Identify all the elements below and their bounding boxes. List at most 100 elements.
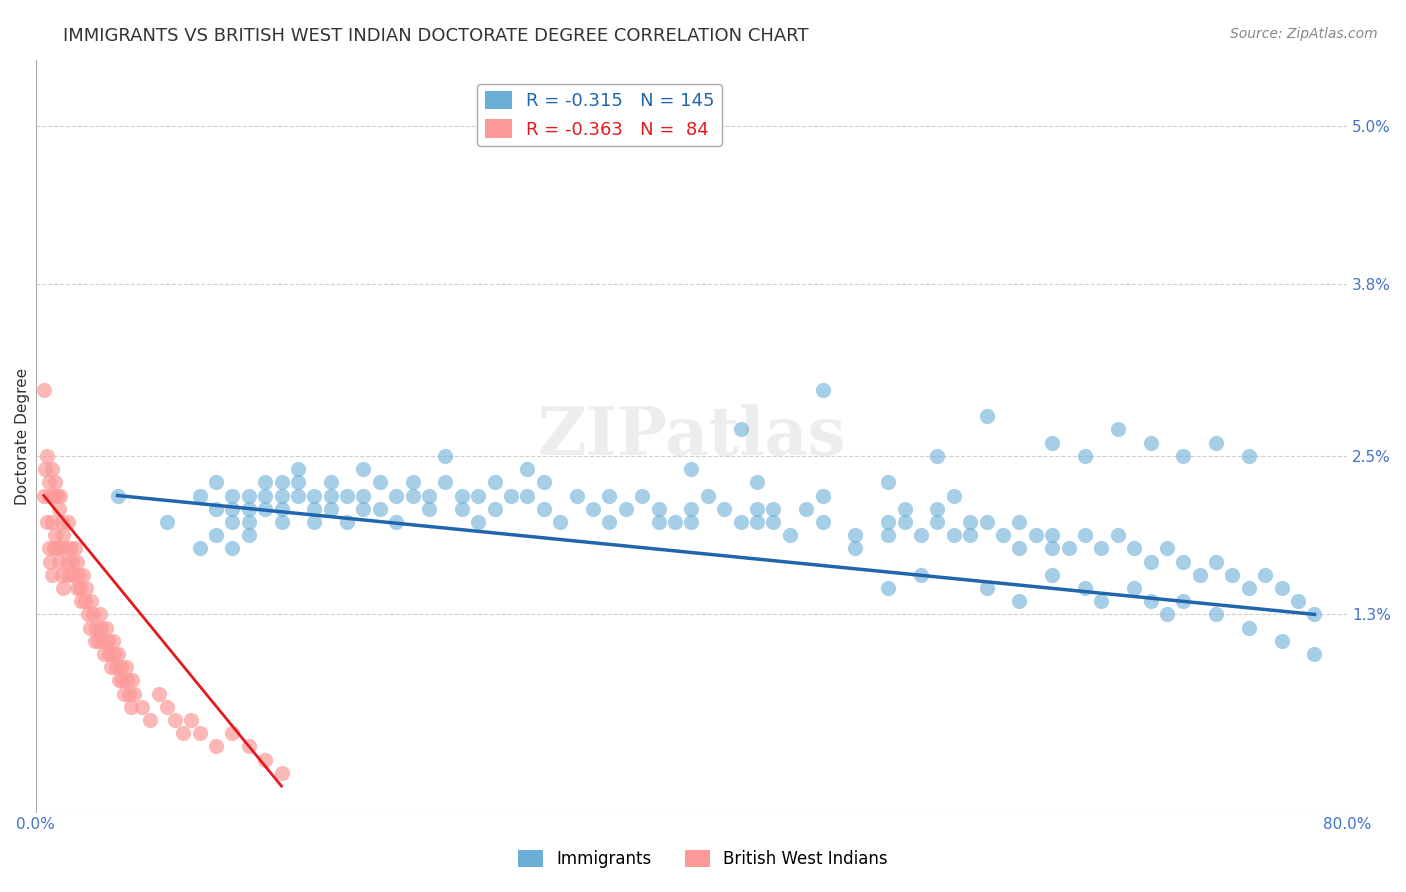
Point — [1107, 528, 1129, 542]
Point — [598, 515, 620, 529]
Point — [319, 475, 342, 490]
Point — [112, 687, 135, 701]
Point — [62, 567, 84, 582]
Point — [1040, 528, 1063, 542]
Point — [484, 475, 506, 490]
Point — [1025, 528, 1047, 542]
Point — [1040, 541, 1063, 556]
Point — [794, 501, 817, 516]
Point — [353, 489, 375, 503]
Point — [959, 528, 981, 542]
Point — [762, 501, 785, 516]
Point — [681, 462, 703, 476]
Point — [336, 515, 359, 529]
Point — [221, 489, 243, 503]
Point — [484, 501, 506, 516]
Point — [270, 489, 292, 503]
Point — [221, 515, 243, 529]
Point — [188, 726, 211, 740]
Point — [79, 621, 101, 635]
Point — [131, 699, 153, 714]
Point — [110, 660, 132, 674]
Point — [1303, 647, 1326, 661]
Point — [1040, 435, 1063, 450]
Point — [319, 489, 342, 503]
Point — [72, 567, 94, 582]
Point — [647, 515, 669, 529]
Point — [942, 489, 965, 503]
Point — [877, 475, 900, 490]
Point — [385, 515, 408, 529]
Point — [103, 647, 125, 661]
Point — [60, 555, 83, 569]
Point — [238, 489, 260, 503]
Point — [156, 699, 179, 714]
Point — [156, 515, 179, 529]
Point — [254, 475, 277, 490]
Point — [89, 607, 111, 622]
Point — [1008, 515, 1031, 529]
Point — [221, 726, 243, 740]
Point — [38, 541, 60, 556]
Point — [1237, 449, 1260, 463]
Point — [254, 753, 277, 767]
Point — [353, 501, 375, 516]
Point — [35, 449, 58, 463]
Point — [107, 647, 129, 661]
Point — [368, 475, 391, 490]
Point — [58, 567, 80, 582]
Point — [1090, 594, 1112, 608]
Point — [205, 475, 228, 490]
Point — [83, 633, 105, 648]
Point — [270, 475, 292, 490]
Point — [82, 607, 104, 622]
Text: IMMIGRANTS VS BRITISH WEST INDIAN DOCTORATE DEGREE CORRELATION CHART: IMMIGRANTS VS BRITISH WEST INDIAN DOCTOR… — [63, 27, 808, 45]
Point — [238, 515, 260, 529]
Point — [117, 673, 139, 688]
Point — [221, 501, 243, 516]
Point — [238, 501, 260, 516]
Point — [304, 501, 326, 516]
Point — [51, 515, 73, 529]
Point — [647, 501, 669, 516]
Point — [55, 555, 77, 569]
Point — [1139, 594, 1161, 608]
Point — [402, 475, 425, 490]
Point — [1271, 581, 1294, 595]
Point — [713, 501, 735, 516]
Point — [1237, 621, 1260, 635]
Point — [877, 528, 900, 542]
Point — [614, 501, 637, 516]
Point — [38, 475, 60, 490]
Point — [67, 567, 90, 582]
Point — [1205, 555, 1227, 569]
Point — [53, 541, 76, 556]
Point — [41, 462, 63, 476]
Point — [100, 660, 122, 674]
Point — [254, 501, 277, 516]
Point — [762, 515, 785, 529]
Point — [533, 475, 555, 490]
Point — [942, 528, 965, 542]
Point — [1090, 541, 1112, 556]
Point — [254, 489, 277, 503]
Point — [893, 515, 915, 529]
Point — [991, 528, 1014, 542]
Point — [1008, 594, 1031, 608]
Point — [77, 607, 100, 622]
Point — [1286, 594, 1309, 608]
Point — [304, 515, 326, 529]
Point — [319, 501, 342, 516]
Point — [811, 489, 834, 503]
Point — [1173, 594, 1195, 608]
Point — [959, 515, 981, 529]
Point — [270, 765, 292, 780]
Point — [49, 541, 72, 556]
Point — [205, 501, 228, 516]
Point — [34, 462, 56, 476]
Point — [1205, 607, 1227, 622]
Point — [976, 581, 998, 595]
Point — [48, 501, 70, 516]
Point — [270, 515, 292, 529]
Point — [418, 489, 440, 503]
